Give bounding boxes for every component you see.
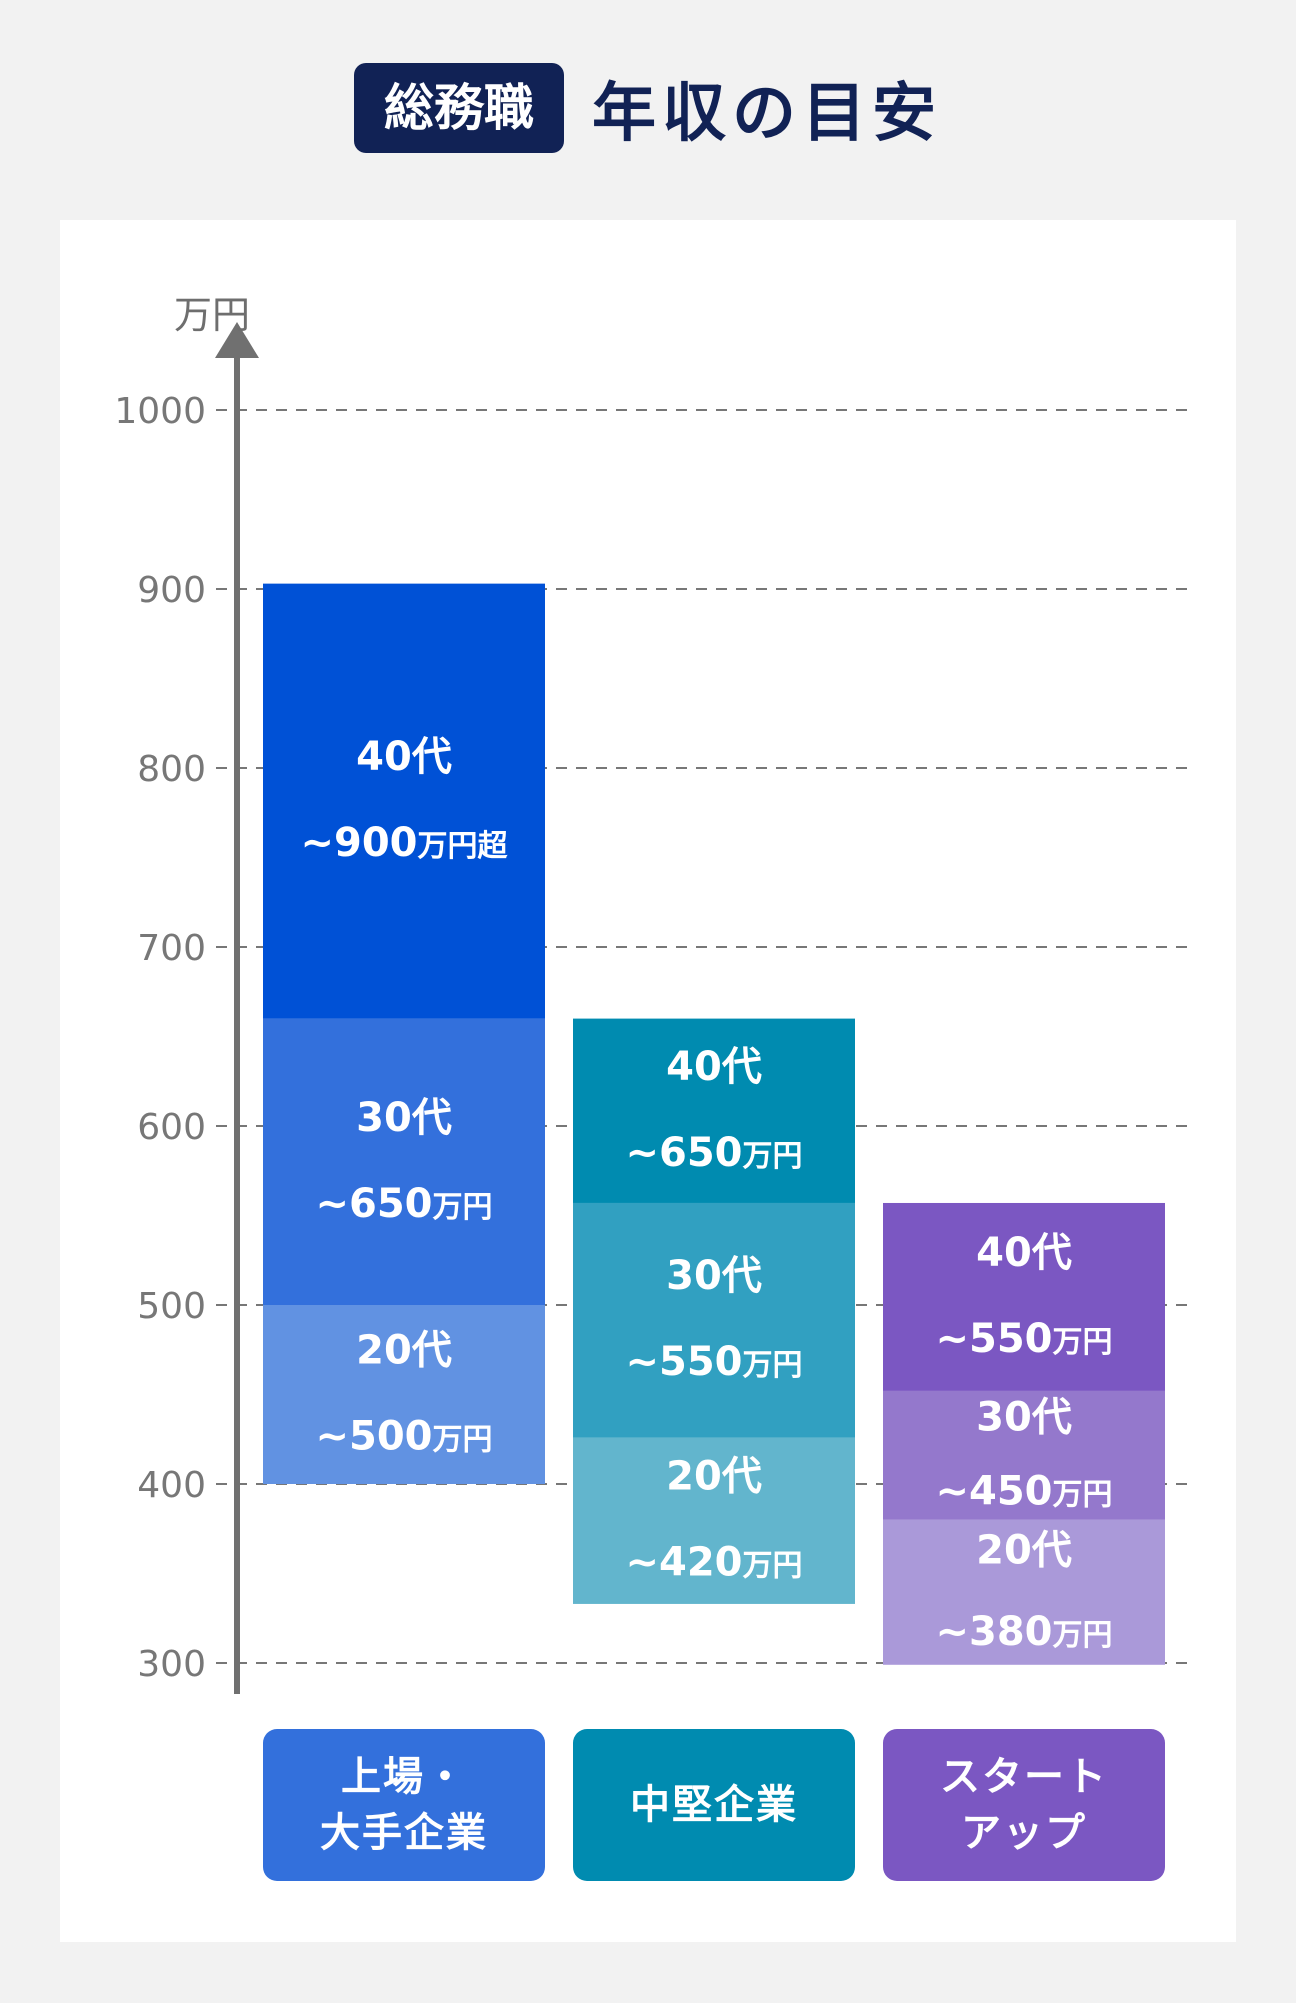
bar-amount-unit: 万円 xyxy=(1053,1325,1113,1360)
bar-amount-unit: 万円 xyxy=(743,1348,803,1383)
category-label: 中堅企業 xyxy=(573,1729,855,1881)
bar-age-label: 40代 xyxy=(356,734,452,780)
bar-amount-label: ~450万円 xyxy=(935,1468,1112,1514)
bar-amount-value: ~450 xyxy=(935,1468,1052,1514)
bar-amount-unit: 万円 xyxy=(743,1549,803,1584)
bar-amount-label: ~420万円 xyxy=(625,1540,802,1586)
bar-age-label: 40代 xyxy=(976,1230,1072,1276)
bar-segment xyxy=(883,1390,1165,1520)
bar-amount-value: ~550 xyxy=(625,1339,742,1385)
y-tick-label: 600 xyxy=(137,1107,206,1148)
bar-amount-label: ~650万円 xyxy=(315,1181,492,1227)
bar-segment xyxy=(883,1519,1165,1665)
y-tick-label: 800 xyxy=(137,749,206,790)
chart-title: 年収の目安 xyxy=(592,77,942,151)
y-tick-label: 500 xyxy=(137,1286,206,1327)
bar-amount-unit: 万円 xyxy=(1053,1477,1113,1512)
bar-amount-value: ~650 xyxy=(625,1130,742,1176)
bar-amount-label: ~650万円 xyxy=(625,1130,802,1176)
category-label: 上場・ 大手企業 xyxy=(263,1729,545,1881)
bar-amount-value: ~650 xyxy=(315,1181,432,1227)
y-axis-arrow-icon xyxy=(215,322,259,358)
bar-amount-value: ~380 xyxy=(935,1609,1052,1655)
bar-amount-label: ~550万円 xyxy=(935,1316,1112,1362)
bar-age-label: 30代 xyxy=(666,1253,762,1299)
bar-amount-unit: 万円 xyxy=(743,1139,803,1174)
bar-amount-label: ~550万円 xyxy=(625,1339,802,1385)
bar-amount-unit: 万円 xyxy=(433,1423,493,1458)
y-tick-label: 700 xyxy=(137,928,206,969)
bar-segment xyxy=(263,1018,545,1305)
bar-segment xyxy=(573,1018,855,1203)
bar-amount-label: ~380万円 xyxy=(935,1609,1112,1655)
bar-age-label: 20代 xyxy=(356,1328,452,1374)
category-label: スタート アップ xyxy=(883,1729,1165,1881)
bar-segment xyxy=(573,1202,855,1438)
y-tick-label: 1000 xyxy=(114,391,206,432)
y-axis-unit: 万円 xyxy=(174,293,250,337)
bar-amount-unit: 万円 xyxy=(1053,1618,1113,1653)
y-tick-label: 300 xyxy=(137,1644,206,1685)
bar-segment xyxy=(573,1437,855,1604)
bar-amount-value: ~900 xyxy=(300,820,417,866)
bar-age-label: 20代 xyxy=(666,1454,762,1500)
job-category-badge: 総務職 xyxy=(354,63,564,153)
y-tick-label: 900 xyxy=(137,570,206,611)
bar-amount-label: ~500万円 xyxy=(315,1414,492,1460)
bar-amount-unit: 万円超 xyxy=(418,829,509,864)
bar-age-label: 20代 xyxy=(976,1527,1072,1573)
bar-amount-value: ~550 xyxy=(935,1316,1052,1362)
bar-segment xyxy=(883,1202,1165,1391)
bar-segment xyxy=(263,1305,545,1484)
chart-header: 総務職 年収の目安 xyxy=(0,58,1296,158)
bar-segment xyxy=(263,583,545,1019)
bar-amount-unit: 万円 xyxy=(433,1190,493,1225)
bar-amount-value: ~420 xyxy=(625,1540,742,1586)
bar-amount-label: ~900万円超 xyxy=(300,820,508,866)
chart-card: 300 400 500 600 700 800 900 1000 20代 ~500万円 30代 ~6… xyxy=(60,220,1236,1942)
bar-age-label: 40代 xyxy=(666,1044,762,1090)
bar-age-label: 30代 xyxy=(356,1095,452,1141)
bar-amount-value: ~500 xyxy=(315,1414,432,1460)
y-tick-label: 400 xyxy=(137,1465,206,1506)
bar-age-label: 30代 xyxy=(976,1394,1072,1440)
